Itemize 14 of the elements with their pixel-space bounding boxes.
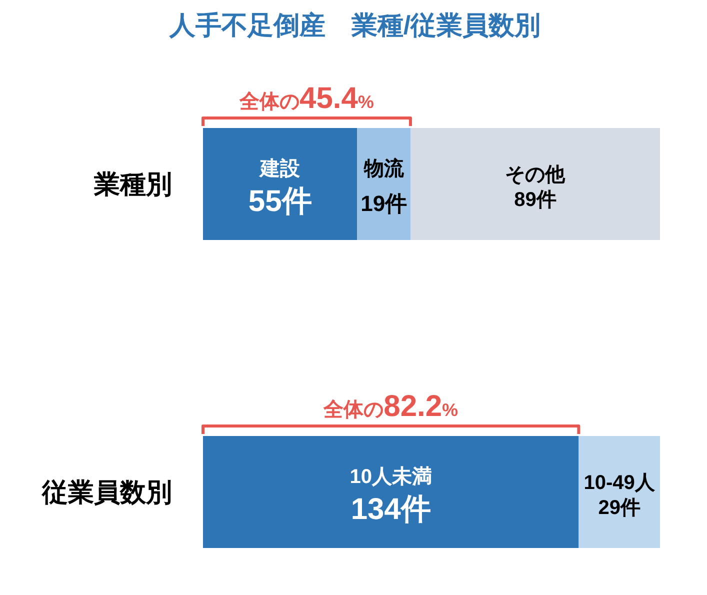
bar — [578, 436, 660, 548]
data-label: その他 89件 — [505, 164, 566, 211]
bar — [203, 436, 579, 548]
chart-title: 人手不足倒産 業種/従業員数別 — [168, 10, 541, 40]
bar — [410, 128, 660, 240]
bar — [203, 128, 358, 240]
data-label: 物流 19件 — [360, 156, 408, 216]
y-tick-label: 従業員数別 — [41, 477, 172, 507]
y-tick-label: 業種別 — [93, 169, 172, 199]
data-label: 10人未満 134件 — [350, 466, 432, 526]
annotation: 全体の45.4% — [238, 82, 374, 115]
data-label: 10-49人 29件 — [584, 472, 656, 519]
data-label: 建設 55件 — [248, 156, 312, 218]
annotation: 全体の82.2% — [322, 390, 458, 423]
